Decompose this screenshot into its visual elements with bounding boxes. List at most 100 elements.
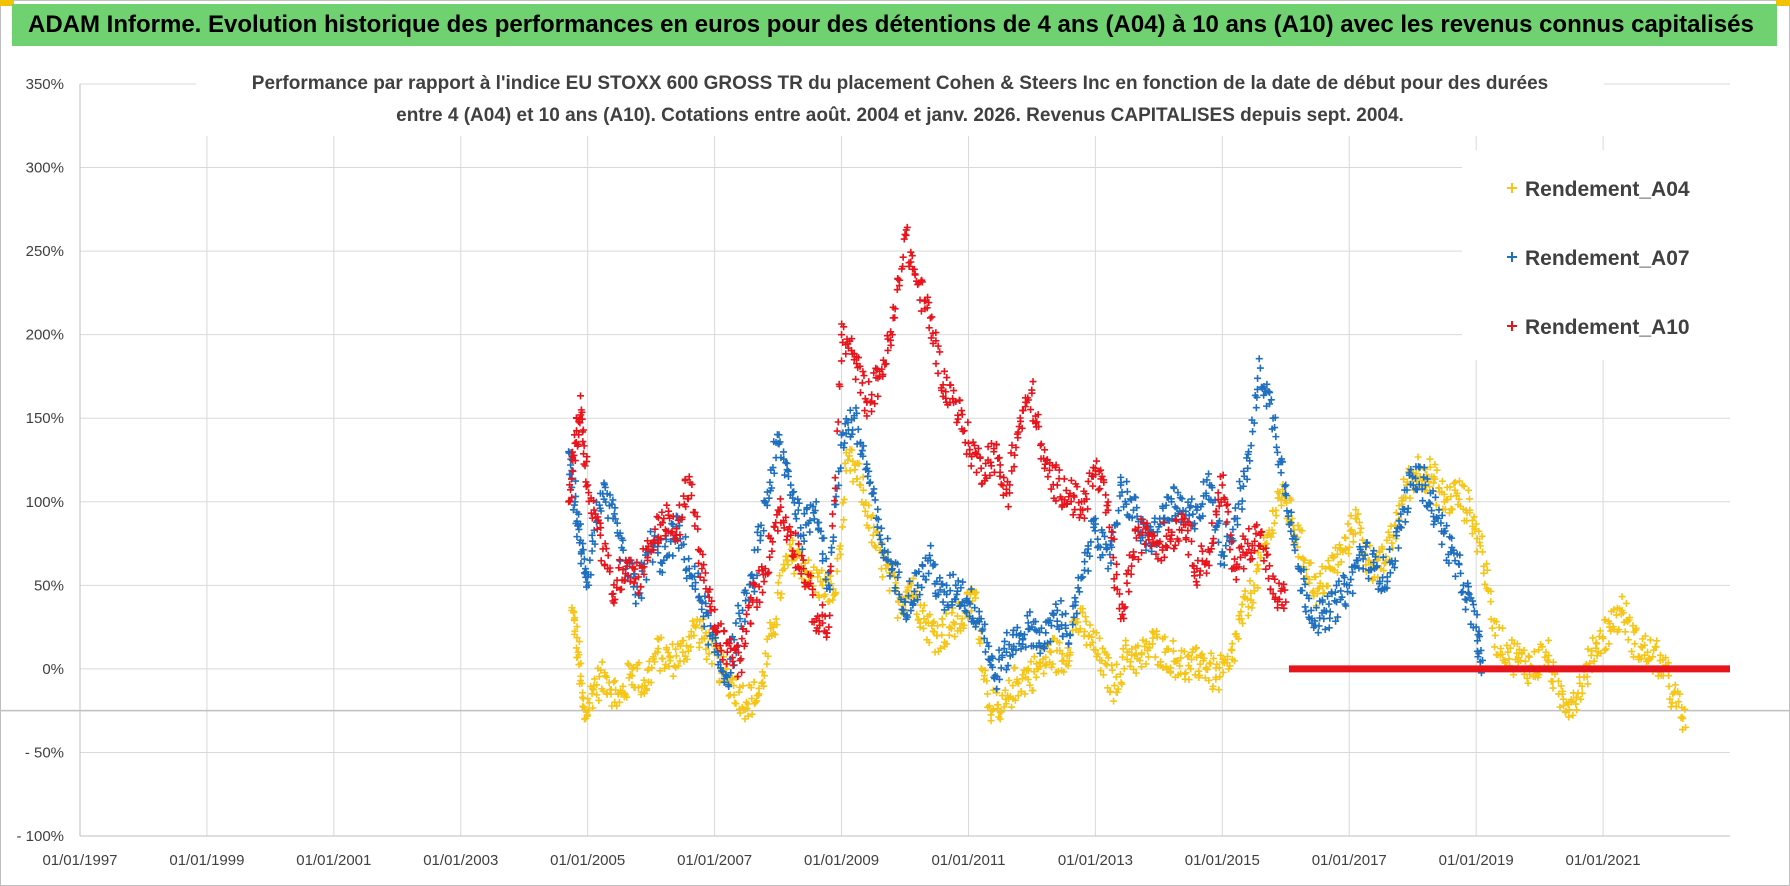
data-point [708,660,716,668]
data-point [1222,542,1230,550]
data-point [696,639,704,647]
data-point [570,501,578,509]
data-point [668,528,676,536]
data-point [754,546,762,554]
data-point [1483,566,1491,574]
data-point [610,678,618,686]
data-point [1026,681,1034,689]
data-point [1588,647,1596,655]
data-point [577,659,585,667]
data-point [1132,494,1140,502]
data-point [1248,604,1256,612]
data-point [644,666,652,674]
data-point [1113,560,1121,568]
data-point [810,515,818,523]
data-point [915,568,923,576]
data-point [1649,653,1657,661]
data-point [759,588,767,596]
data-point [1380,567,1388,575]
data-point [624,660,632,668]
data-point [840,495,848,503]
legend-item-Rendement_A04: Rendement_A04 [1507,178,1690,201]
data-point [1005,641,1013,649]
data-point [1641,641,1649,649]
y-tick-label: - 50% [25,744,64,761]
data-point [1108,543,1116,551]
data-point [701,634,709,642]
data-point [1180,648,1188,656]
data-point [1349,538,1357,546]
data-point [1602,645,1610,653]
data-point [755,583,763,591]
data-point [577,550,585,558]
data-point [658,568,666,576]
data-point [1465,590,1473,598]
data-point [1123,579,1131,587]
data-point [581,462,589,470]
corner-accent-right [1776,0,1790,6]
data-point [1116,670,1124,678]
data-point [715,677,723,685]
data-point [1059,632,1067,640]
data-point [753,571,761,579]
data-point [623,693,631,701]
data-point [1393,532,1401,540]
data-point [1355,564,1363,572]
data-point [1040,670,1048,678]
data-point [831,484,839,492]
data-point [1379,553,1387,561]
data-point [698,565,706,573]
data-point [1309,587,1317,595]
data-point [1024,675,1032,683]
data-point [1305,594,1313,602]
data-point [687,628,695,636]
data-point [1307,559,1315,567]
data-point [932,337,940,345]
data-point [987,462,995,470]
data-point [734,672,742,680]
data-point [859,486,867,494]
data-point [713,647,721,655]
data-point [1337,587,1345,595]
data-point [1505,655,1513,663]
data-point [680,540,688,548]
data-point [918,583,926,591]
data-point [814,573,822,581]
data-point [1409,481,1417,489]
data-point [1240,565,1248,573]
data-point [588,685,596,693]
data-point [783,532,791,540]
data-point [1135,523,1143,531]
data-point [1247,442,1255,450]
data-point [1244,540,1252,548]
data-point [943,581,951,589]
data-point [936,574,944,582]
data-point [949,571,957,579]
data-point [1182,534,1190,542]
data-point [832,589,840,597]
data-point [1224,653,1232,661]
data-point [1009,682,1017,690]
data-point [866,478,874,486]
data-point [1483,560,1491,568]
data-point [1405,471,1413,479]
data-point [1451,486,1459,494]
data-point [1503,641,1511,649]
data-point [993,685,1001,693]
data-point [1269,529,1277,537]
data-point [765,568,773,576]
data-point [765,632,773,640]
data-point [750,588,758,596]
data-point [981,666,989,674]
data-point [704,641,712,649]
data-point [936,348,944,356]
data-point [1291,546,1299,554]
y-axis-ticks: - 100%- 50%0%50%100%150%200%250%300%350% [16,76,64,845]
data-point [1042,629,1050,637]
data-point [669,552,677,560]
data-point [1430,520,1438,528]
data-point [1262,565,1270,573]
data-point [1388,539,1396,547]
data-point [1386,569,1394,577]
data-point [1251,537,1259,545]
